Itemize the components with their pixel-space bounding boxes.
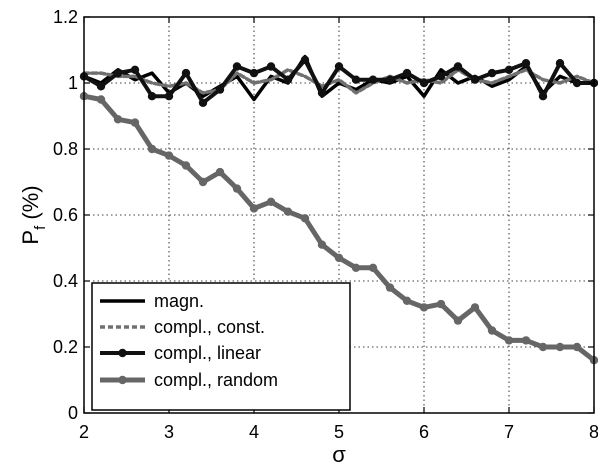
series-4 [79, 92, 598, 365]
data-point [555, 342, 565, 352]
data-point [198, 98, 208, 108]
x-axis-label: σ [332, 442, 346, 467]
data-point [181, 68, 191, 78]
y-tick-label: 0.6 [53, 205, 78, 225]
y-tick-label: 1 [68, 73, 78, 93]
data-point [402, 68, 412, 78]
data-point [96, 95, 106, 104]
data-point [385, 283, 395, 292]
data-point [113, 68, 123, 78]
data-point [538, 342, 548, 352]
svg-text:Pf (%): Pf (%) [18, 185, 49, 244]
data-point [164, 151, 174, 160]
x-tick-label: 2 [79, 422, 89, 442]
data-point [368, 263, 378, 272]
data-point [351, 263, 361, 272]
data-point [487, 326, 497, 335]
legend: magn. compl., const. compl., linear compl.,… [91, 282, 351, 411]
y-tick-label: 0.4 [53, 271, 78, 291]
data-point [572, 342, 582, 352]
data-point [521, 59, 531, 68]
data-point [232, 62, 242, 71]
data-point [334, 62, 344, 71]
data-point [249, 204, 259, 213]
data-point [317, 240, 327, 249]
data-point [266, 62, 276, 71]
y-axis-label-sub: f [32, 225, 49, 230]
legend-label: compl., linear [154, 343, 261, 363]
data-point [334, 253, 344, 263]
x-tick-label: 4 [249, 422, 259, 442]
data-point [504, 336, 514, 345]
y-axis-label: Pf (%) [18, 185, 49, 244]
data-point [470, 303, 480, 312]
data-point [232, 184, 242, 193]
data-point [521, 336, 531, 345]
data-point [147, 92, 157, 101]
data-point [198, 177, 208, 187]
x-tick-label: 3 [164, 422, 174, 442]
data-point [317, 88, 327, 98]
data-point [419, 303, 429, 312]
legend-label: compl., const. [154, 317, 265, 337]
data-point [283, 207, 293, 216]
y-tick-label: 0.8 [53, 139, 78, 159]
data-point [283, 75, 293, 84]
y-tick-label: 1.2 [53, 7, 78, 27]
data-point [249, 68, 259, 78]
x-tick-label: 8 [589, 422, 598, 442]
legend-marker [118, 348, 127, 358]
data-point [130, 118, 140, 127]
data-point [538, 92, 548, 101]
data-point [215, 85, 225, 94]
data-point [555, 59, 565, 68]
data-point [351, 75, 361, 84]
data-point [436, 299, 446, 309]
series-line [82, 68, 596, 95]
series-3 [79, 55, 598, 108]
series-layer [79, 54, 598, 365]
legend-label: compl., random [154, 370, 278, 390]
data-point [470, 75, 480, 84]
data-point [436, 72, 446, 81]
data-point [368, 75, 378, 84]
y-tick-label: 0 [68, 403, 78, 423]
data-point [147, 144, 157, 154]
data-point [572, 78, 582, 88]
legend-label: magn. [154, 291, 204, 311]
y-axis-label-main: P [18, 230, 43, 245]
x-tick-label: 5 [334, 422, 344, 442]
axis-ticks: 2 3 4 5 6 7 8 0 0.2 0.4 0.6 0.8 1 1.2 [53, 7, 598, 442]
legend-box [91, 282, 351, 411]
data-point [96, 82, 106, 91]
data-point [385, 75, 395, 84]
data-point [113, 115, 123, 124]
data-point [402, 296, 412, 305]
data-point [130, 65, 140, 75]
y-axis-label-suffix: (%) [18, 185, 43, 225]
data-point [300, 55, 310, 65]
legend-marker [118, 375, 127, 385]
data-point [453, 316, 463, 325]
data-point [266, 197, 276, 206]
data-point [164, 92, 174, 101]
y-tick-label: 0.2 [53, 337, 78, 357]
data-point [453, 62, 463, 71]
data-point [419, 78, 429, 88]
x-tick-label: 6 [419, 422, 429, 442]
data-point [300, 214, 310, 223]
data-point [487, 68, 497, 78]
data-point [215, 167, 225, 177]
data-point [181, 161, 191, 170]
x-tick-label: 7 [504, 422, 514, 442]
data-point [504, 65, 514, 75]
series-2 [82, 68, 596, 95]
